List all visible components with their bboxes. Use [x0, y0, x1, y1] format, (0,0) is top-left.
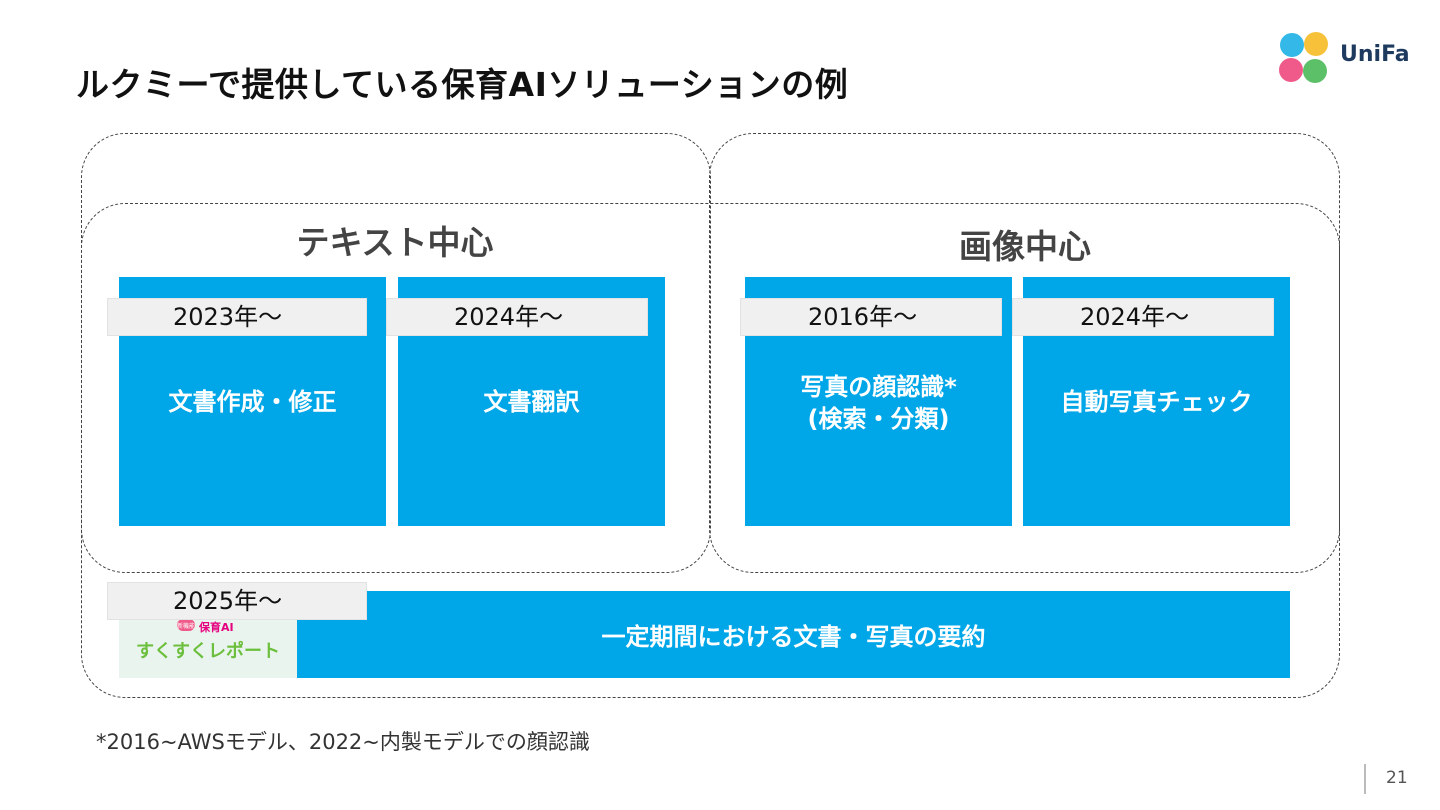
- summary-label: 一定期間における文書・写真の要約: [601, 623, 986, 651]
- badge-title: すくすくレポート: [136, 640, 280, 662]
- image-focus-title: 画像中心: [959, 227, 1091, 266]
- unifa-logo: UniFa: [1278, 32, 1418, 86]
- card-label: 文書翻訳: [398, 386, 665, 418]
- sukusuku-report-badge: 新機能 保育AI すくすくレポート: [119, 611, 297, 678]
- card-label-line: 自動写真チェック: [1060, 388, 1253, 416]
- year-tag: 2025年〜: [107, 582, 367, 620]
- card-label-line: 文書翻訳: [483, 388, 580, 416]
- unifa-logo-dots-icon: [1279, 32, 1328, 83]
- sukusuku-report-logo-icon: 新機能 保育AI すくすくレポート: [119, 611, 297, 678]
- slide-title: ルクミーで提供している保育AIソリューションの例: [76, 65, 849, 104]
- year-tag: 2024年〜: [1012, 298, 1274, 336]
- year-tag: 2023年〜: [107, 298, 367, 336]
- card-label-line: (検索・分類): [807, 405, 950, 433]
- card-label-line: 写真の顔認識*: [800, 373, 957, 401]
- card-label: 写真の顔認識* (検索・分類): [745, 371, 1012, 435]
- year-tag: 2024年〜: [386, 298, 648, 336]
- logo-text: UniFa: [1340, 42, 1410, 67]
- card-label: 自動写真チェック: [1023, 386, 1290, 418]
- page-number: 21: [1386, 768, 1408, 788]
- badge-small-title: 保育AI: [198, 620, 234, 634]
- text-focus-title: テキスト中心: [296, 223, 494, 262]
- card-label-line: 文書作成・修正: [168, 388, 337, 416]
- badge-tag: 新機能: [177, 622, 195, 630]
- card-label: 文書作成・修正: [119, 386, 386, 418]
- summary-group-outline: [81, 203, 1340, 698]
- year-tag: 2016年〜: [740, 298, 1002, 336]
- page-number-divider: [1364, 764, 1366, 794]
- footnote: *2016~AWSモデル、2022~内製モデルでの顔認識: [96, 730, 590, 754]
